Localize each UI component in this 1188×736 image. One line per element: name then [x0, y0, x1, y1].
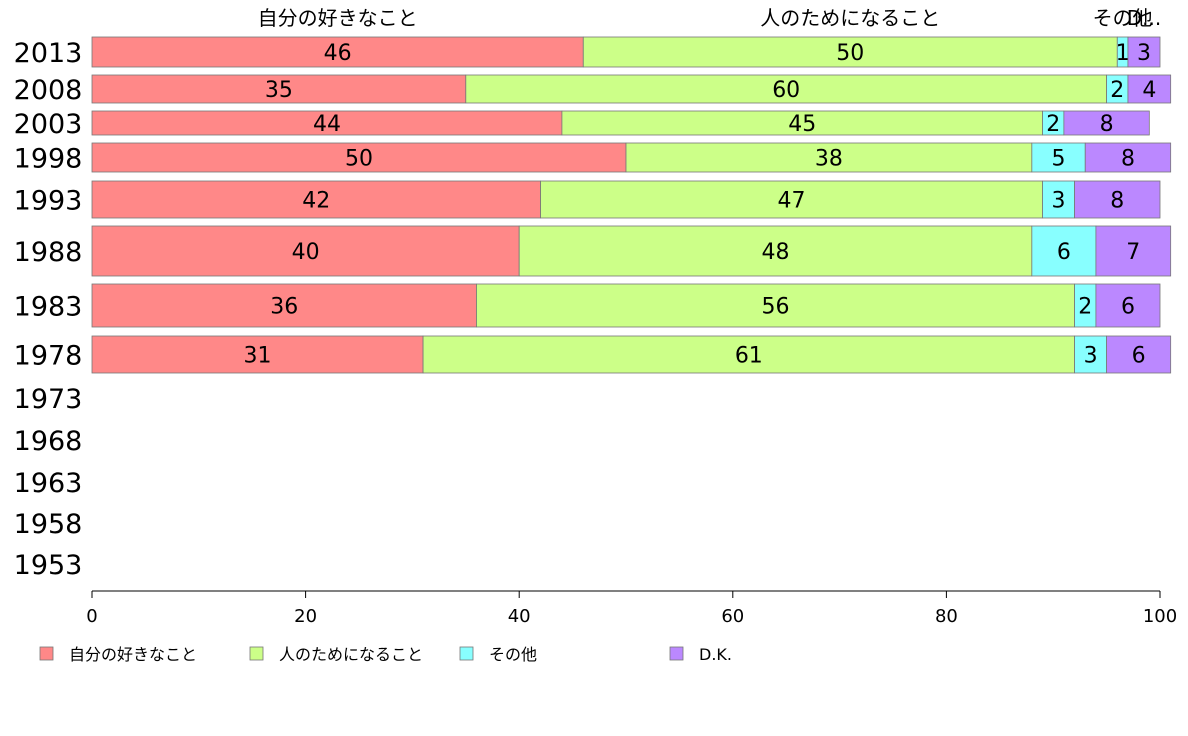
bar-1998-3 [1084, 142, 1172, 173]
value-label-1988-0: 40 [292, 240, 320, 265]
value-label-1983-2: 2 [1078, 295, 1092, 320]
bar-2003-0 [91, 110, 563, 136]
value-label-2003-3: 8 [1100, 112, 1114, 137]
value-label-1998-1: 38 [815, 147, 843, 172]
x-tick-label-40: 40 [508, 606, 531, 627]
year-label-1953: 1953 [14, 550, 83, 581]
bar-1978-2 [1074, 335, 1108, 374]
value-label-1978-0: 31 [244, 344, 272, 369]
year-label-1963: 1963 [14, 468, 83, 499]
value-label-2008-1: 60 [772, 78, 800, 103]
bar-2013-0 [91, 36, 584, 68]
value-label-1988-3: 7 [1126, 240, 1140, 265]
legend-label-1: 人のためになること [279, 645, 423, 664]
bar-2008-3 [1127, 74, 1172, 104]
bar-2008-1 [465, 74, 1107, 104]
x-tick-label-60: 60 [721, 606, 744, 627]
year-label-1993: 1993 [14, 186, 83, 217]
bar-2003-3 [1063, 110, 1150, 136]
bar-1998-1 [625, 142, 1033, 173]
bar-2003-1 [561, 110, 1043, 136]
value-label-2003-1: 45 [788, 112, 816, 137]
column-headers: 自分の好きなこと 人のためになること その他D... [258, 6, 1162, 30]
bar-2008-0 [91, 74, 467, 104]
value-label-2003-2: 2 [1046, 112, 1060, 137]
value-label-1993-3: 8 [1110, 189, 1124, 214]
value-label-2008-0: 35 [265, 78, 293, 103]
year-label-1998: 1998 [14, 144, 83, 175]
bar-1993-1 [540, 180, 1043, 219]
value-label-1998-2: 5 [1052, 147, 1066, 172]
year-label-1983: 1983 [14, 292, 83, 323]
value-label-1988-1: 48 [762, 240, 790, 265]
bar-1988-0 [91, 225, 520, 277]
value-label-2008-3: 4 [1142, 78, 1156, 103]
bar-1978-1 [422, 335, 1075, 374]
value-label-1983-0: 36 [270, 295, 298, 320]
legend-label-2: その他 [489, 645, 537, 664]
column-header-3: D... [1127, 6, 1161, 30]
bars: 46 50 1 335 60 2 444 45 2 850 38 5 842 47 3 840 48 6 736 56… [91, 36, 1172, 374]
bar-1993-3 [1074, 180, 1161, 219]
x-axis: 0 20 40 60 80 100 [86, 590, 1177, 627]
legend-label-3: D.K. [699, 645, 732, 664]
value-label-1978-3: 6 [1132, 344, 1146, 369]
column-header-0: 自分の好きなこと [258, 6, 418, 30]
legend: 自分の好きなこと 人のためになること その他 D.K. [39, 645, 732, 664]
bar-1988-3 [1095, 225, 1172, 277]
value-label-1998-3: 8 [1121, 147, 1135, 172]
x-tick-label-20: 20 [294, 606, 317, 627]
value-label-2008-2: 2 [1110, 78, 1124, 103]
bar-1978-0 [91, 335, 424, 374]
bar-1993-0 [91, 180, 541, 219]
value-label-1998-0: 50 [345, 147, 373, 172]
x-tick-label-80: 80 [935, 606, 958, 627]
bar-1983-3 [1095, 283, 1161, 328]
year-label-2003: 2003 [14, 109, 83, 140]
value-label-1978-1: 61 [735, 344, 763, 369]
bar-1998-0 [91, 142, 627, 173]
x-tick-label-0: 0 [86, 606, 97, 627]
bar-1983-0 [91, 283, 477, 328]
legend-swatch-3 [669, 646, 684, 661]
value-label-1993-2: 3 [1052, 189, 1066, 214]
value-label-1988-2: 6 [1057, 240, 1071, 265]
year-label-2008: 2008 [14, 75, 83, 106]
legend-swatch-1 [249, 646, 264, 661]
value-label-2013-0: 46 [324, 41, 352, 66]
year-label-1958: 1958 [14, 509, 83, 540]
year-label-1973: 1973 [14, 384, 83, 415]
year-label-1968: 1968 [14, 426, 83, 457]
column-header-1: 人のためになること [760, 6, 940, 30]
bar-2013-3 [1127, 36, 1161, 68]
bar-1988-2 [1031, 225, 1097, 277]
value-label-2013-3: 3 [1137, 41, 1151, 66]
x-tick-label-100: 100 [1143, 606, 1177, 627]
value-label-2013-2: 1 [1116, 41, 1130, 66]
column-header-2: その他 [1093, 6, 1153, 30]
bar-1988-1 [518, 225, 1033, 277]
value-label-1983-3: 6 [1121, 295, 1135, 320]
value-label-2013-1: 50 [836, 41, 864, 66]
bar-1998-2 [1031, 142, 1086, 173]
legend-label-0: 自分の好きなこと [69, 645, 197, 664]
bar-2013-1 [582, 36, 1118, 68]
legend-swatch-2 [459, 646, 474, 661]
bar-1978-3 [1106, 335, 1172, 374]
value-label-1993-0: 42 [302, 189, 330, 214]
value-label-1993-1: 47 [778, 189, 806, 214]
year-label-1978: 1978 [14, 341, 83, 372]
value-label-1978-2: 3 [1084, 344, 1098, 369]
value-label-1983-1: 56 [762, 295, 790, 320]
legend-swatch-0 [39, 646, 54, 661]
year-label-2013: 2013 [14, 38, 83, 69]
value-label-2003-0: 44 [313, 112, 341, 137]
year-label-1988: 1988 [14, 237, 83, 268]
